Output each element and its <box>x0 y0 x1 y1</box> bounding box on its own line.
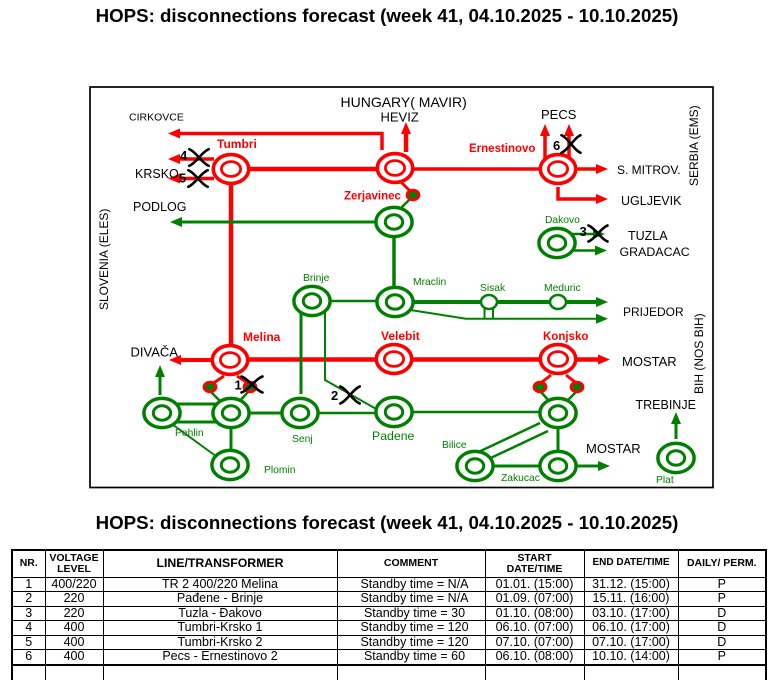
svg-text:Padene: Padene <box>372 429 415 443</box>
svg-text:Tumbri: Tumbri <box>217 137 257 151</box>
svg-text:HEVIZ: HEVIZ <box>381 110 419 125</box>
svg-text:Zerjavinec: Zerjavinec <box>344 191 401 203</box>
svg-text:4: 4 <box>180 148 188 163</box>
svg-text:6: 6 <box>553 138 560 153</box>
svg-text:Zakucac: Zakucac <box>501 473 540 484</box>
svg-text:Senj: Senj <box>292 434 313 445</box>
svg-text:Melina: Melina <box>243 330 281 344</box>
svg-text:SLOVENIA (ELES): SLOVENIA (ELES) <box>97 209 111 310</box>
svg-text:Konjsko: Konjsko <box>543 331 588 343</box>
svg-text:Brinje: Brinje <box>303 273 330 284</box>
svg-text:PODLOG: PODLOG <box>133 200 187 214</box>
svg-text:TREBINJE: TREBINJE <box>636 398 696 412</box>
svg-text:Velebit: Velebit <box>381 329 420 343</box>
svg-text:SERBIA (EMS): SERBIA (EMS) <box>687 105 701 186</box>
svg-text:BIH (NOS BIH): BIH (NOS BIH) <box>692 313 706 394</box>
svg-text:5: 5 <box>179 171 186 186</box>
svg-text:GRADACAC: GRADACAC <box>620 245 690 259</box>
svg-text:KRSKO: KRSKO <box>135 167 179 181</box>
svg-text:Mraclin: Mraclin <box>413 277 446 288</box>
svg-text:Meduric: Meduric <box>544 283 581 294</box>
svg-text:MOSTAR: MOSTAR <box>622 354 677 369</box>
svg-text:CIRKOVCE: CIRKOVCE <box>129 112 184 124</box>
svg-text:Plat: Plat <box>656 475 674 486</box>
svg-text:Ernestinovo: Ernestinovo <box>469 143 535 155</box>
svg-text:S. MITROV.: S. MITROV. <box>617 163 681 177</box>
svg-text:2: 2 <box>331 388 338 403</box>
svg-text:DIVAČA: DIVAČA <box>131 345 179 360</box>
svg-text:TUZLA: TUZLA <box>628 229 668 243</box>
svg-text:MOSTAR: MOSTAR <box>586 441 641 456</box>
svg-text:HUNGARY( MAVIR): HUNGARY( MAVIR) <box>341 94 467 110</box>
svg-text:Bilice: Bilice <box>442 440 467 451</box>
svg-text:Pehlin: Pehlin <box>175 428 204 439</box>
svg-text:3: 3 <box>580 224 587 239</box>
svg-text:PRIJEDOR: PRIJEDOR <box>623 305 684 319</box>
svg-text:UGLJEVIK: UGLJEVIK <box>621 194 682 208</box>
svg-text:Sisak: Sisak <box>480 283 506 294</box>
svg-text:Dakovo: Dakovo <box>545 215 580 226</box>
svg-text:PECS: PECS <box>541 107 577 122</box>
svg-text:1: 1 <box>235 378 242 393</box>
svg-text:Plomin: Plomin <box>264 465 296 476</box>
